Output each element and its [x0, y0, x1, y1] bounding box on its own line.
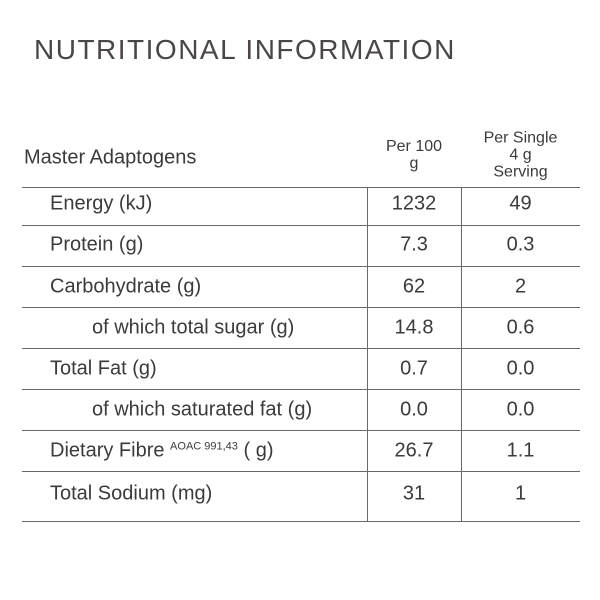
- per-serving-value: 1: [514, 482, 527, 505]
- row-divider: [22, 430, 580, 431]
- per-100g-value: 14.8: [394, 316, 434, 339]
- row-label: Total Fat (g): [50, 357, 157, 380]
- row-label: Protein (g): [50, 233, 144, 256]
- row-label: Carbohydrate (g): [50, 275, 202, 298]
- per-serving-value: 1.1: [506, 439, 535, 462]
- row-divider: [22, 348, 580, 349]
- row-divider: [22, 389, 580, 390]
- per-100g-value: 62: [402, 275, 426, 298]
- per-serving-value: 0.0: [506, 398, 535, 421]
- per-100g-value: 31: [402, 482, 426, 505]
- per-100g-value: 26.7: [394, 439, 434, 462]
- per-100g-value: 7.3: [400, 233, 428, 256]
- column-divider: [367, 187, 368, 521]
- row-label: of which total sugar (g): [92, 316, 295, 339]
- per-serving-value: 0.6: [506, 316, 535, 339]
- column-divider: [461, 187, 462, 521]
- row-label: Energy (kJ): [50, 192, 153, 215]
- row-divider: [22, 471, 580, 472]
- row-divider: [22, 307, 580, 308]
- per-100g-value: 1232: [391, 192, 437, 215]
- per-100g-value: 0.0: [400, 398, 428, 421]
- column-header: Per 100 g: [385, 138, 443, 172]
- column-header: Master Adaptogens: [24, 146, 197, 169]
- row-label-text: Dietary Fibre: [50, 439, 165, 462]
- column-header: Per Single 4 g Serving: [483, 129, 558, 181]
- row-divider: [22, 266, 580, 267]
- unit: ( g): [243, 439, 274, 462]
- per-serving-value: 0.3: [506, 233, 535, 256]
- per-serving-value: 2: [514, 275, 527, 298]
- title: NUTRITIONAL INFORMATION: [34, 34, 456, 65]
- row-label: of which saturated fat (g): [92, 398, 313, 421]
- row-label: Total Sodium (mg): [50, 482, 213, 505]
- row-divider: [22, 225, 580, 226]
- row-label: Dietary Fibre AOAC 991,43 ( g): [50, 440, 273, 463]
- method-note: AOAC 991,43: [170, 440, 238, 453]
- per-100g-value: 0.7: [400, 357, 428, 380]
- per-serving-value: 0.0: [506, 357, 535, 380]
- per-serving-value: 49: [509, 192, 532, 215]
- row-divider: [22, 521, 580, 522]
- row-divider: [22, 187, 580, 188]
